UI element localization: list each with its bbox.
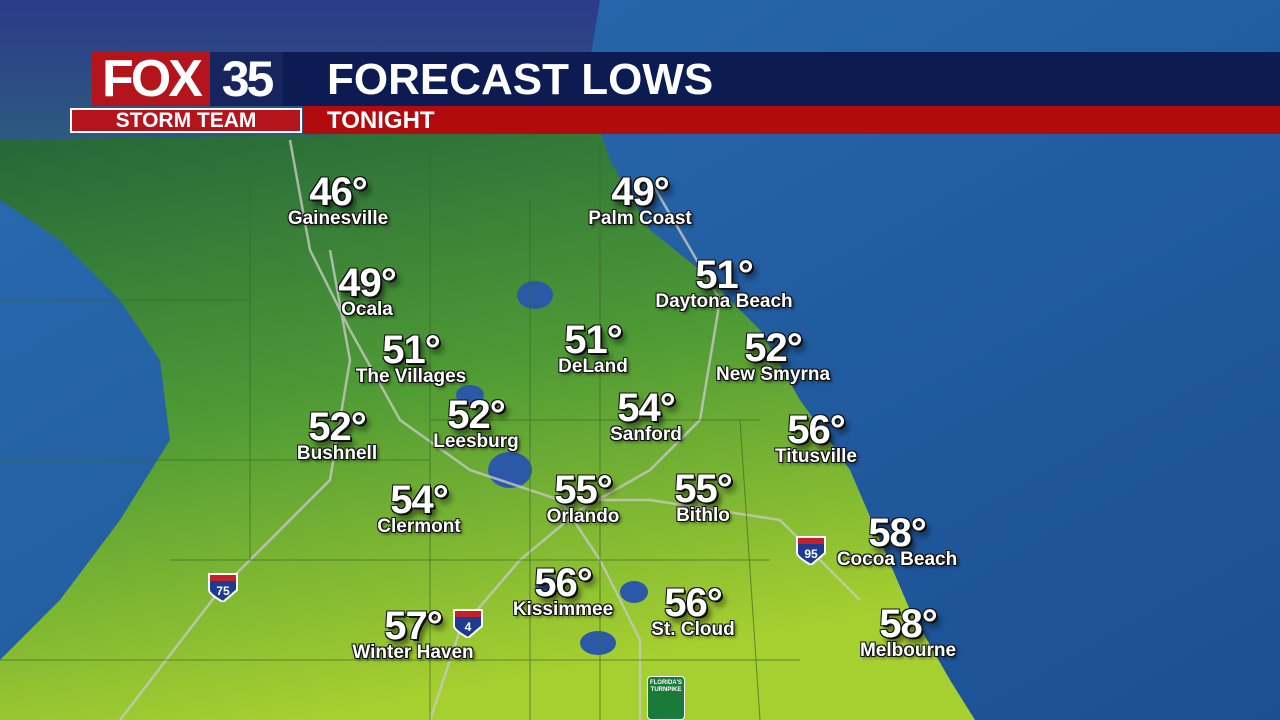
city-name: Titusville [774,446,858,467]
low-temperature: 55° [674,467,732,511]
city-name: Leesburg [433,431,519,452]
subtitle-bar [303,106,1280,134]
city-forecast-leesburg: 52° Leesburg [433,395,519,453]
city-name: Melbourne [859,640,957,661]
low-temperature: 56° [664,581,723,625]
channel-number: 35 [210,52,283,106]
low-temperature: 52° [744,326,803,370]
city-name: Orlando [546,506,620,527]
svg-text:75: 75 [216,584,230,598]
city-name: Gainesville [287,208,389,229]
city-forecast-melbourne: 58° Melbourne [860,604,956,662]
city-name: St. Cloud [651,619,735,640]
storm-team-logo: STORM TEAM [70,108,302,133]
low-temperature: 51° [564,318,622,362]
city-name: Kissimmee [512,599,614,620]
low-temperature: 55° [554,468,612,512]
low-temperature: 46° [309,170,368,214]
low-temperature: 56° [534,561,593,605]
low-temperature: 56° [787,408,846,452]
florida-turnpike-shield: FLORIDA'S TURNPIKE [647,676,685,720]
low-temperature: 54° [390,478,449,522]
florida-land [0,130,975,720]
city-forecast-bushnell: 52° Bushnell [297,407,377,465]
city-name: The Villages [355,366,467,387]
city-forecast-kissimmee: 56° Kissimmee [513,563,613,621]
low-temperature: 49° [338,261,396,305]
fox-logo: FOX [92,52,210,106]
city-forecast-daytona-beach: 51° Daytona Beach [655,255,792,313]
low-temperature: 57° [384,604,443,648]
city-forecast-orlando: 55° Orlando [547,470,620,528]
title-bar [283,52,1280,106]
city-name: Clermont [377,516,461,537]
city-forecast-titusville: 56° Titusville [775,410,857,468]
page-subtitle: TONIGHT [327,107,435,134]
city-forecast-the-villages: 51° The Villages [356,330,467,388]
low-temperature: 51° [382,328,440,372]
city-name: New Smyrna [715,364,831,385]
city-name: Daytona Beach [655,291,793,312]
city-name: Cocoa Beach [836,549,958,570]
low-temperature: 52° [447,393,505,437]
city-name: Bushnell [296,443,378,464]
low-temperature: 52° [308,405,367,449]
svg-text:95: 95 [804,547,818,561]
city-name: Winter Haven [352,642,474,663]
city-name: Bithlo [676,505,730,526]
low-temperature: 51° [695,253,754,297]
city-name: Palm Coast [588,208,692,229]
city-name: DeLand [558,356,628,377]
low-temperature: 58° [879,602,938,646]
city-forecast-deland: 51° DeLand [558,320,628,378]
city-forecast-st-cloud: 56° St. Cloud [651,583,734,641]
city-forecast-cocoa-beach: 58° Cocoa Beach [837,513,957,571]
interstate-75-shield: 75 [208,573,238,602]
city-name: Sanford [610,424,682,445]
city-forecast-palm-coast: 49° Palm Coast [588,172,691,230]
city-forecast-ocala: 49° Ocala [338,263,396,321]
page-title: FORECAST LOWS [327,55,714,104]
svg-text:4: 4 [465,620,472,634]
city-forecast-bithlo: 55° Bithlo [674,469,732,527]
low-temperature: 54° [617,386,675,430]
city-forecast-clermont: 54° Clermont [377,480,460,538]
low-temperature: 58° [868,511,927,555]
city-name: Ocala [341,299,393,320]
low-temperature: 49° [611,170,670,214]
interstate-95-shield: 95 [796,536,826,565]
city-forecast-sanford: 54° Sanford [610,388,682,446]
county-borders [0,140,800,720]
city-forecast-gainesville: 46° Gainesville [288,172,388,230]
city-forecast-new-smyrna: 52° New Smyrna [716,328,830,386]
city-forecast-winter-haven: 57° Winter Haven [352,606,473,664]
